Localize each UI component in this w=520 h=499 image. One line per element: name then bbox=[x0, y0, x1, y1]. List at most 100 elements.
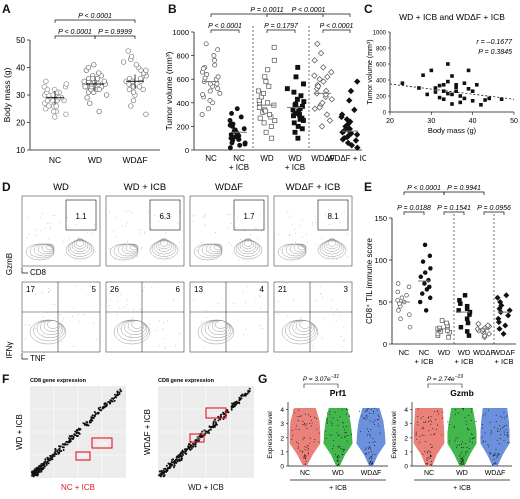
d-event-dot bbox=[117, 300, 119, 302]
e-point bbox=[502, 322, 509, 329]
d-column-title: WD bbox=[53, 182, 69, 193]
g-cell-point-gzmb bbox=[466, 447, 468, 449]
g-cell-point-prf1 bbox=[341, 454, 343, 456]
d-event-dot bbox=[68, 237, 70, 239]
d-event-dot bbox=[202, 216, 204, 218]
f-gene-point-right bbox=[195, 438, 198, 441]
e-point bbox=[427, 284, 432, 290]
d-event-dot bbox=[277, 301, 279, 303]
g-cell-point-prf1 bbox=[297, 447, 299, 449]
d-event-dot bbox=[92, 250, 94, 252]
g-cell-point-prf1 bbox=[370, 464, 372, 466]
f-gene-point-left bbox=[62, 449, 65, 452]
g-cell-point-gzmb bbox=[415, 433, 417, 435]
d-event-dot bbox=[170, 215, 172, 217]
f-gene-point-left bbox=[53, 451, 56, 454]
e-point bbox=[500, 330, 507, 337]
d-event-dot bbox=[68, 227, 70, 229]
d-event-dot bbox=[34, 229, 36, 231]
a-y-tick-label: 50 bbox=[16, 36, 25, 45]
b-point bbox=[353, 131, 361, 138]
d-row1-axis-corner bbox=[21, 267, 28, 274]
d-event-dot bbox=[207, 250, 209, 252]
e-y-axis-label: CD8⁺ TIL immune score bbox=[365, 237, 374, 324]
g-cell-point-gzmb bbox=[429, 419, 431, 421]
f-gene-point-left bbox=[46, 460, 49, 463]
f-gene-point-left bbox=[54, 448, 57, 451]
f-gene-point-right bbox=[238, 402, 241, 405]
g-cell-point-prf1 bbox=[371, 454, 373, 456]
d-event-dot bbox=[31, 290, 33, 292]
g-cell-point-prf1 bbox=[332, 448, 334, 450]
f-gene-point-left bbox=[33, 470, 36, 473]
f-gene-point-left bbox=[65, 440, 68, 443]
a-y-tick-label: 30 bbox=[16, 91, 25, 100]
a-point bbox=[63, 81, 69, 87]
d-event-dot bbox=[115, 236, 117, 238]
d-event-dot bbox=[198, 337, 200, 339]
d-event-dot bbox=[165, 231, 167, 233]
c-point bbox=[458, 100, 463, 105]
d-contour bbox=[159, 238, 169, 247]
d-contour bbox=[297, 243, 307, 251]
f-gene-point-left bbox=[32, 475, 35, 478]
d-event-dot bbox=[40, 322, 42, 324]
f-gene-point-left bbox=[40, 468, 43, 471]
f-gene-point-left bbox=[51, 455, 54, 458]
g-cell-point-prf1 bbox=[365, 409, 367, 411]
g-cell-point-gzmb bbox=[417, 415, 419, 417]
d-event-dot bbox=[139, 233, 141, 235]
d-gate bbox=[317, 199, 349, 231]
g-cell-point-gzmb bbox=[469, 438, 471, 440]
d-event-dot bbox=[332, 256, 334, 258]
f-gene-point-left bbox=[48, 459, 51, 462]
g-cell-point-gzmb bbox=[465, 442, 467, 444]
g-cell-point-gzmb bbox=[430, 451, 432, 453]
f-highlight-label-left: Gzmb bbox=[97, 442, 106, 446]
c-x-tick-label: 40 bbox=[469, 118, 477, 125]
f-gene-point-right bbox=[215, 423, 218, 426]
d-contour bbox=[327, 238, 337, 247]
d-event-dot bbox=[318, 333, 320, 335]
d-quadrant-ur: 4 bbox=[260, 285, 265, 294]
b-point bbox=[202, 75, 208, 81]
b-point bbox=[229, 140, 235, 146]
d-event-dot bbox=[52, 251, 54, 253]
g-cell-point-gzmb bbox=[458, 412, 460, 414]
e-point bbox=[457, 298, 462, 303]
g-cell-point-gzmb bbox=[493, 426, 495, 428]
d-event-dot bbox=[34, 293, 36, 295]
g-cell-point-prf1 bbox=[377, 423, 379, 425]
f-gene-point-right bbox=[162, 470, 165, 473]
b-sig-4-label: P = 0.1797 bbox=[264, 23, 299, 30]
d-event-dot bbox=[138, 229, 140, 231]
g-cell-point-prf1 bbox=[304, 454, 306, 456]
f-gene-point-right bbox=[169, 462, 172, 465]
g-cell-point-prf1 bbox=[330, 421, 332, 423]
g-cell-point-prf1 bbox=[291, 430, 293, 432]
g-cell-point-gzmb bbox=[435, 419, 437, 421]
g-cell-point-gzmb bbox=[428, 430, 430, 432]
f-gene-point-right bbox=[188, 443, 191, 446]
d-event-dot bbox=[312, 222, 314, 224]
d-quadrant-ur: 5 bbox=[92, 285, 97, 294]
f-highlight-box-left bbox=[75, 451, 91, 461]
g-cell-point-gzmb bbox=[447, 421, 449, 423]
d-event-dot bbox=[171, 243, 173, 245]
g-cell-point-gzmb bbox=[503, 440, 505, 442]
b-point bbox=[346, 97, 353, 104]
g-cell-point-gzmb bbox=[461, 408, 463, 410]
d-event-dot bbox=[297, 245, 299, 247]
g-cell-point-prf1 bbox=[365, 415, 367, 417]
f-gene-point-right bbox=[248, 387, 251, 390]
f-gene-point-right bbox=[212, 425, 215, 428]
d-column-title: WDΔF + ICB bbox=[286, 182, 341, 193]
d-event-dot bbox=[281, 284, 283, 286]
g-cell-point-prf1 bbox=[374, 419, 376, 421]
g-cell-point-prf1 bbox=[345, 413, 347, 415]
g-cell-point-gzmb bbox=[496, 430, 498, 432]
d-event-dot bbox=[46, 312, 48, 314]
b-point bbox=[206, 106, 211, 112]
g-cell-point-gzmb bbox=[453, 425, 455, 427]
f-gene-point-right bbox=[227, 411, 230, 414]
